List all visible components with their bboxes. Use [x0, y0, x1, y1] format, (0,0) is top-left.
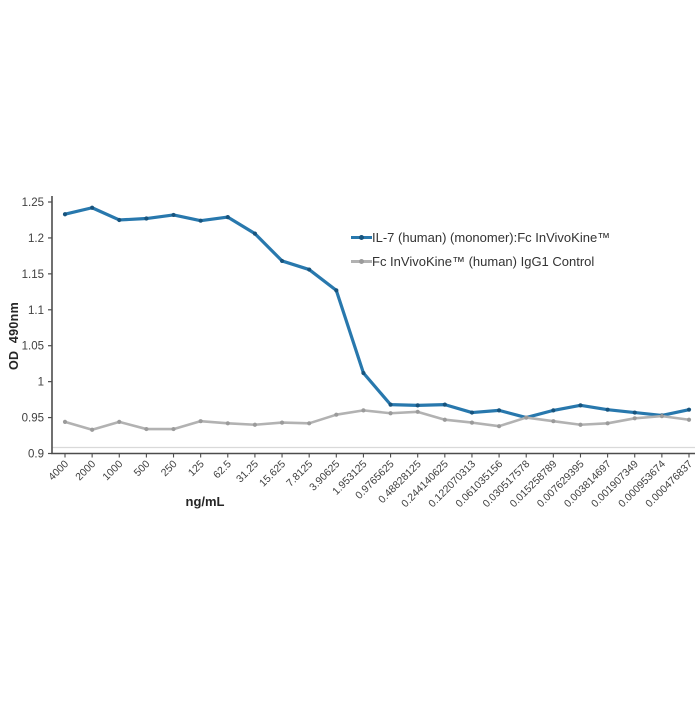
- il7-data-point: [361, 370, 366, 376]
- legend-item-control: Fc InVivoKine™ (human) IgG1 Control: [351, 253, 610, 269]
- x-tick-label: 62.5: [211, 458, 234, 481]
- legend: IL-7 (human) (monomer):Fc InVivoKine™ Fc…: [351, 229, 610, 277]
- control-data-point: [198, 419, 203, 424]
- il7-data-point: [388, 402, 393, 407]
- control-data-point: [361, 408, 366, 413]
- y-tick-label: 1.2: [28, 233, 44, 245]
- control-data-point: [496, 424, 502, 429]
- il7-data-point: [334, 288, 339, 293]
- control-data-point: [225, 421, 230, 426]
- control-data-point: [442, 417, 447, 422]
- x-tick-label: 15.625: [257, 458, 288, 489]
- y-tick-label: 1.05: [22, 341, 44, 353]
- y-tick-label: 1: [38, 377, 44, 389]
- control-data-point: [659, 414, 664, 419]
- il7-data-point: [578, 403, 583, 408]
- control-data-point: [90, 427, 95, 432]
- control-data-point: [279, 420, 285, 425]
- il7-data-point: [171, 212, 176, 218]
- control-data-point: [551, 419, 556, 424]
- control-data-point: [171, 426, 176, 432]
- il7-series-marker-icon: [351, 231, 372, 244]
- control-data-point: [415, 409, 420, 414]
- series-line-il7: [63, 206, 691, 420]
- legend-item-il7: IL-7 (human) (monomer):Fc InVivoKine™: [351, 229, 610, 245]
- x-tick-label: 4000: [46, 458, 71, 483]
- il7-data-point: [307, 267, 312, 272]
- control-data-point: [144, 426, 149, 432]
- x-tick-label: 250: [159, 458, 180, 479]
- control-data-point: [686, 417, 692, 422]
- il7-data-point: [632, 410, 637, 415]
- y-tick-label: 1.25: [22, 197, 44, 209]
- control-data-point: [117, 419, 122, 424]
- control-data-point: [524, 415, 529, 420]
- il7-data-point: [605, 407, 610, 412]
- control-data-point: [334, 412, 339, 417]
- legend-label-control: Fc InVivoKine™ (human) IgG1 Control: [372, 253, 595, 269]
- y-tick-label: 1.15: [22, 269, 44, 281]
- il7-data-point: [90, 205, 95, 210]
- y-tick-label: 0.95: [22, 413, 44, 425]
- il7-data-point: [62, 212, 68, 217]
- x-tick-label: 125: [186, 458, 207, 479]
- x-tick-label: 500: [132, 458, 153, 479]
- il7-data-point: [496, 408, 502, 413]
- il7-data-point: [279, 258, 285, 264]
- il7-data-point: [551, 408, 556, 413]
- il7-data-point: [415, 403, 420, 408]
- control-data-point: [578, 422, 583, 427]
- il7-data-point: [252, 231, 258, 236]
- control-data-point: [632, 416, 637, 421]
- x-tick-label: 2000: [73, 458, 98, 483]
- x-axis-title: ng/mL: [185, 494, 225, 509]
- il7-data-point: [442, 402, 447, 407]
- control-data-point: [307, 421, 312, 426]
- il7-data-point: [686, 407, 692, 412]
- control-data-point: [469, 420, 475, 425]
- control-data-point: [388, 411, 393, 416]
- control-series-marker-icon: [351, 255, 372, 268]
- il7-data-point: [144, 216, 149, 221]
- il7-data-point: [469, 410, 475, 415]
- control-data-point: [605, 421, 610, 426]
- il7-data-point: [117, 217, 122, 223]
- y-tick-label: 0.9: [28, 449, 44, 461]
- y-tick-label: 1.1: [28, 305, 44, 317]
- control-data-point: [62, 419, 68, 424]
- x-tick-label: 1000: [100, 458, 125, 483]
- il7-data-point: [225, 214, 230, 220]
- il7-data-point: [198, 218, 203, 223]
- y-axis-title: OD 490nm: [7, 301, 21, 371]
- series-line-control: [63, 409, 691, 432]
- legend-label-il7: IL-7 (human) (monomer):Fc InVivoKine™: [372, 229, 611, 245]
- control-data-point: [252, 422, 258, 427]
